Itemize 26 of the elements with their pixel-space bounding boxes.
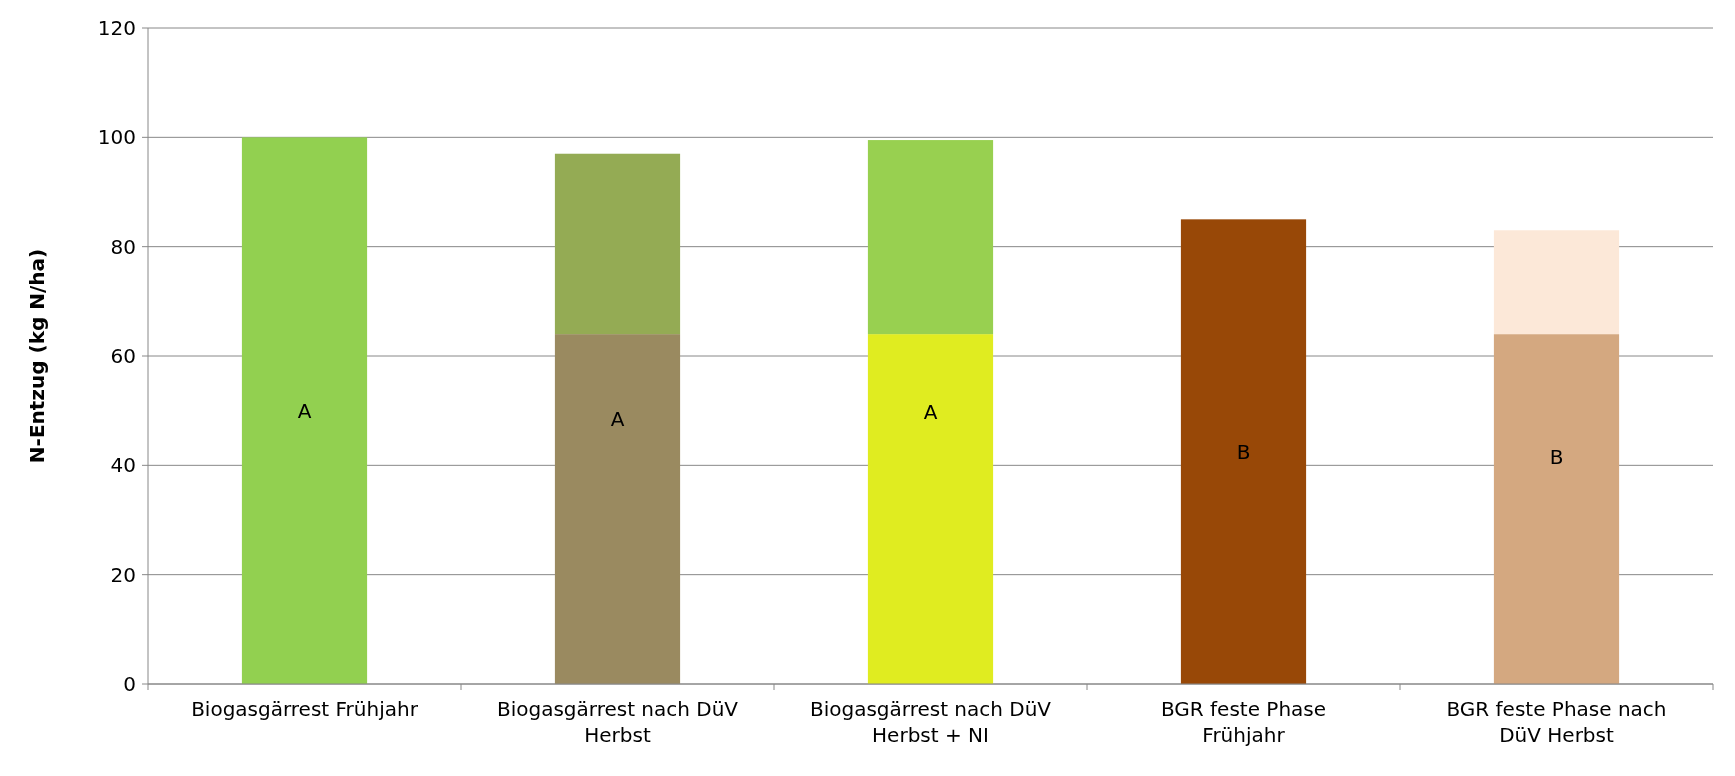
x-tick-label: Biogasgärrest nach DüV Herbst (496, 697, 739, 747)
bar (554, 334, 681, 684)
x-tick-label: BGR feste Phase nach DüV Herbst (1446, 697, 1667, 747)
x-tick-label: Biogasgärrest Frühjahr (191, 697, 419, 721)
annotation: A (610, 406, 625, 431)
y-tick-label: 0 (123, 672, 136, 696)
bar (867, 140, 994, 335)
annotation: B (1549, 445, 1564, 470)
bar (867, 334, 994, 684)
bar (1493, 334, 1620, 684)
x-tick-label: Biogasgärrest nach DüV Herbst + NI (809, 697, 1052, 747)
x-tick-label: BGR feste Phase Frühjahr (1160, 697, 1327, 747)
y-tick-label: 40 (110, 453, 136, 478)
y-tick-label: 60 (110, 344, 136, 368)
y-axis-title: N-Entzug (kg N/ha) (25, 248, 49, 464)
annotation: A (923, 400, 938, 425)
annotation: A (297, 398, 312, 423)
bar (554, 153, 681, 335)
y-tick-label: 80 (110, 234, 136, 259)
annotation: B (1236, 439, 1251, 464)
y-tick-label: 120 (97, 16, 136, 40)
bar (1180, 219, 1307, 684)
y-tick-label: 20 (110, 562, 136, 587)
bar (1493, 230, 1620, 335)
bar (241, 137, 368, 684)
y-tick-label: 100 (97, 125, 136, 150)
